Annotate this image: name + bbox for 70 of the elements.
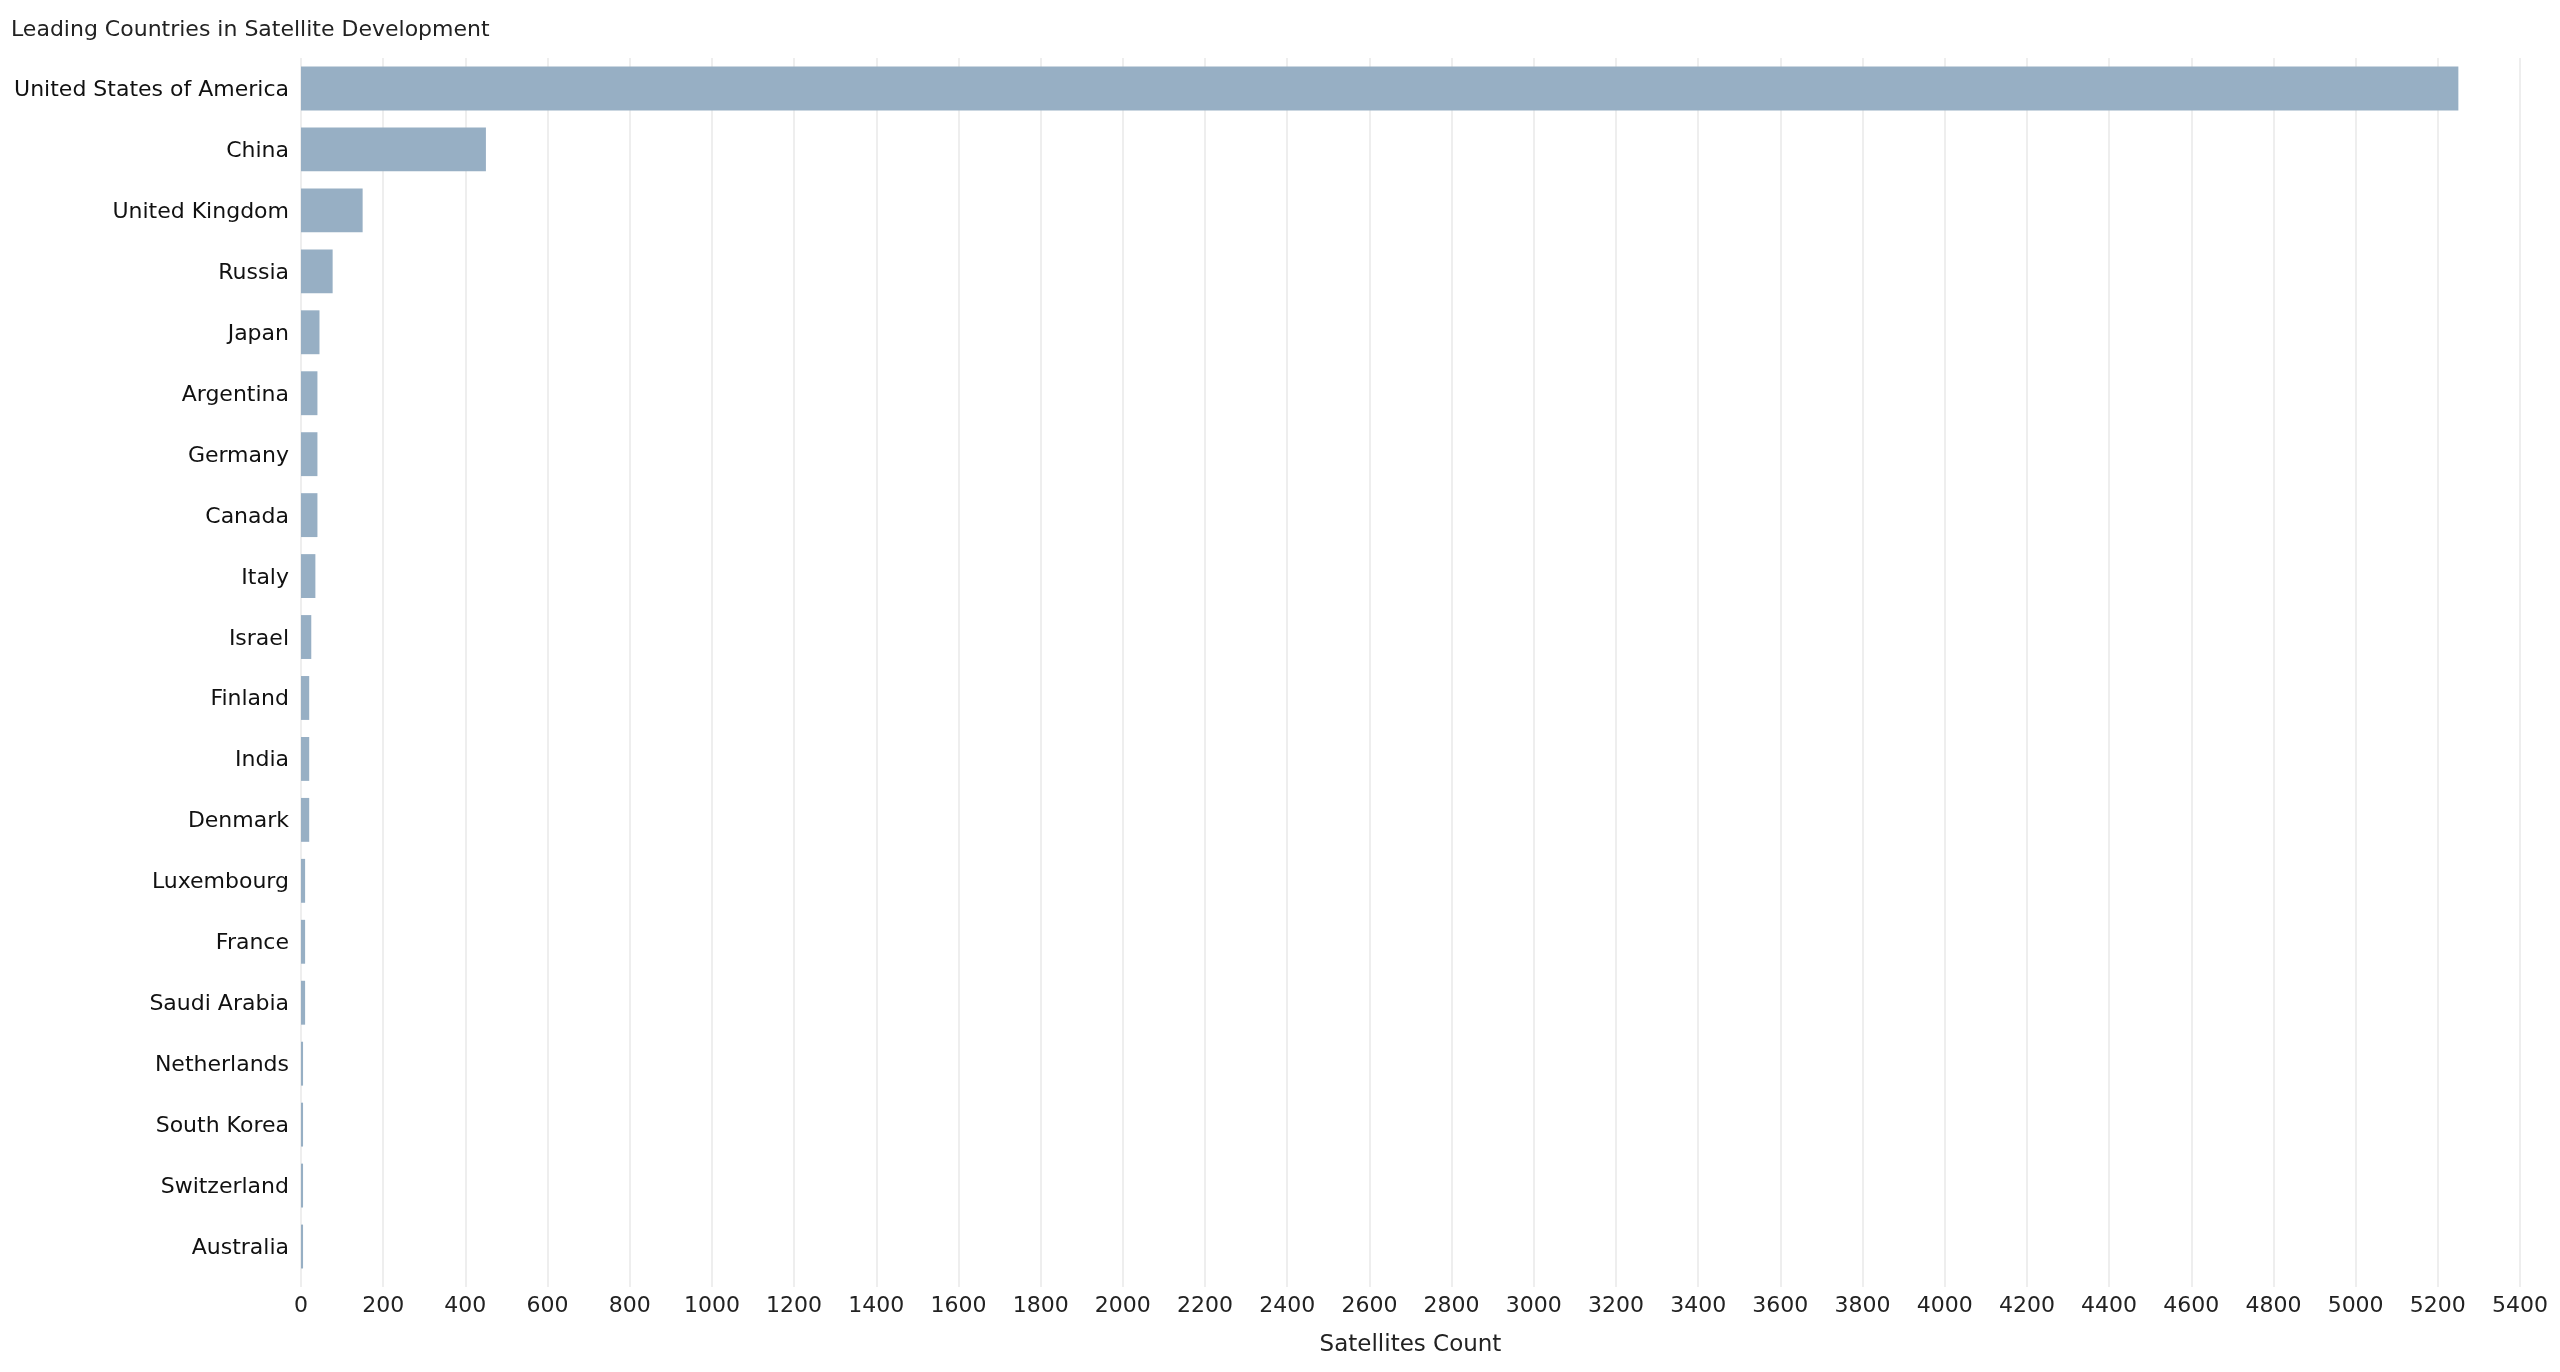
y-tick-label: United States of America	[14, 75, 289, 101]
bar	[301, 919, 306, 964]
bar	[301, 249, 333, 294]
y-tick-label: Germany	[187, 441, 289, 467]
bar	[301, 676, 310, 720]
bar	[301, 1102, 304, 1147]
y-tick-label: China	[226, 136, 289, 162]
x-tick-label: 3000	[1505, 1291, 1562, 1317]
bar	[301, 1041, 304, 1086]
bar	[301, 615, 312, 659]
bar	[301, 980, 306, 1025]
y-tick-label: India	[235, 746, 289, 772]
x-tick-label: 4600	[2163, 1291, 2220, 1317]
x-tick-label: 2600	[1341, 1291, 1398, 1317]
bar	[301, 797, 310, 842]
bar	[301, 1224, 304, 1269]
y-tick-label: France	[215, 929, 289, 955]
bar	[301, 66, 2459, 111]
y-tick-label: Saudi Arabia	[149, 990, 289, 1016]
x-tick-label: 5000	[2327, 1291, 2384, 1317]
x-tick-label: 3800	[1834, 1291, 1891, 1317]
y-tick-label: South Korea	[155, 1112, 289, 1138]
bar	[301, 127, 486, 172]
y-tick-label: Japan	[225, 319, 289, 345]
x-tick-label: 200	[362, 1291, 405, 1317]
x-tick-label: 1800	[1012, 1291, 1069, 1317]
x-tick-label: 2800	[1423, 1291, 1480, 1317]
x-tick-label: 0	[294, 1291, 308, 1317]
y-tick-label: Denmark	[187, 807, 290, 833]
y-tick-label: Netherlands	[154, 1051, 289, 1077]
x-tick-label: 5400	[2492, 1291, 2548, 1317]
x-tick-label: 3200	[1587, 1291, 1644, 1317]
x-tick-label: 1600	[930, 1291, 987, 1317]
x-tick-label: 2000	[1094, 1291, 1151, 1317]
x-tick-label: 2400	[1259, 1291, 1316, 1317]
bar	[301, 432, 318, 477]
y-tick-label: Argentina	[181, 380, 289, 406]
x-tick-label: 1400	[848, 1291, 905, 1317]
bar	[301, 371, 318, 416]
bar	[301, 310, 320, 355]
x-tick-label: 2200	[1177, 1291, 1234, 1317]
bar	[301, 1163, 304, 1208]
y-tick-label: Switzerland	[160, 1173, 289, 1199]
x-tick-label: 4000	[1916, 1291, 1973, 1317]
x-tick-label: 1000	[683, 1291, 740, 1317]
y-tick-label: Luxembourg	[151, 868, 289, 894]
x-tick-label: 800	[608, 1291, 651, 1317]
x-tick-label: 600	[526, 1291, 569, 1317]
x-tick-label: 3400	[1670, 1291, 1727, 1317]
x-axis-title: Satellites Count	[1319, 1329, 1502, 1356]
x-tick-label: 4800	[2245, 1291, 2302, 1317]
x-tick-label: 3600	[1752, 1291, 1809, 1317]
y-tick-label: Canada	[205, 502, 289, 528]
bar	[301, 493, 318, 538]
bar	[301, 554, 316, 599]
x-tick-label: 5200	[2409, 1291, 2466, 1317]
bar	[301, 188, 363, 233]
x-tick-label: 400	[444, 1291, 487, 1317]
bar	[301, 736, 310, 781]
y-tick-label: Italy	[241, 563, 289, 589]
y-tick-label: Israel	[228, 624, 289, 650]
x-tick-label: 4400	[2081, 1291, 2138, 1317]
x-tick-label: 1200	[766, 1291, 823, 1317]
bar	[301, 858, 306, 903]
y-tick-label: Finland	[210, 685, 289, 711]
x-tick-label: 4200	[1998, 1291, 2055, 1317]
y-tick-label: United Kingdom	[112, 197, 289, 223]
chart-title: Leading Countries in Satellite Development	[11, 15, 490, 41]
y-tick-label: Australia	[191, 1234, 289, 1260]
y-tick-label: Russia	[218, 258, 289, 284]
